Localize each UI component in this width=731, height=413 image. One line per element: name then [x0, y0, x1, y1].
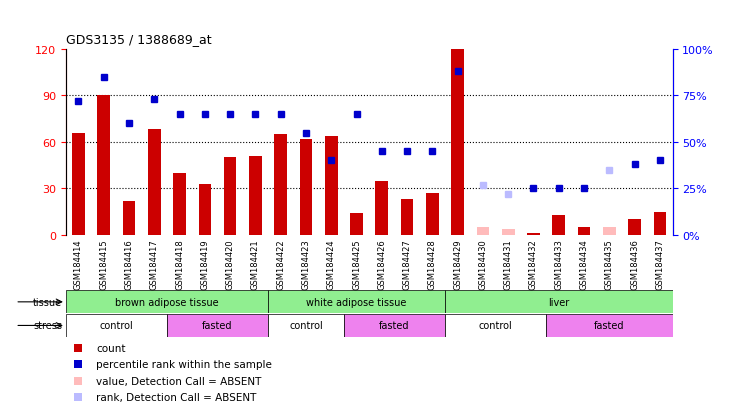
Bar — [628, 220, 641, 235]
Text: GSM184436: GSM184436 — [630, 239, 639, 290]
Bar — [654, 212, 666, 235]
Text: GSM184427: GSM184427 — [403, 239, 412, 290]
Bar — [577, 228, 591, 235]
Text: value, Detection Call = ABSENT: value, Detection Call = ABSENT — [96, 376, 262, 386]
Bar — [249, 157, 262, 235]
Bar — [268, 291, 445, 313]
Text: control: control — [479, 320, 512, 331]
Bar — [445, 314, 546, 337]
Bar — [66, 291, 268, 313]
Bar — [173, 173, 186, 235]
Text: GSM184424: GSM184424 — [327, 239, 336, 290]
Bar — [123, 202, 135, 235]
Bar — [477, 228, 489, 235]
Bar — [72, 133, 85, 235]
Bar — [66, 314, 167, 337]
Text: GSM184435: GSM184435 — [605, 239, 614, 290]
Text: fasted: fasted — [379, 320, 409, 331]
Text: control: control — [289, 320, 323, 331]
Bar — [325, 136, 338, 235]
Text: brown adipose tissue: brown adipose tissue — [115, 297, 219, 307]
Text: GSM184417: GSM184417 — [150, 239, 159, 290]
Text: GSM184437: GSM184437 — [656, 239, 664, 290]
Text: GSM184432: GSM184432 — [529, 239, 538, 290]
Bar — [401, 200, 414, 235]
Text: GSM184423: GSM184423 — [301, 239, 311, 290]
Bar — [426, 194, 439, 235]
Text: GSM184433: GSM184433 — [554, 239, 564, 290]
Bar — [199, 184, 211, 235]
Text: GSM184421: GSM184421 — [251, 239, 260, 290]
Text: fasted: fasted — [202, 320, 232, 331]
Bar — [527, 234, 539, 235]
Text: GSM184425: GSM184425 — [352, 239, 361, 290]
Text: GSM184431: GSM184431 — [504, 239, 512, 290]
Text: count: count — [96, 343, 126, 353]
Bar — [502, 229, 515, 235]
Bar — [553, 215, 565, 235]
Bar — [603, 228, 616, 235]
Bar — [148, 130, 161, 235]
Bar — [350, 214, 363, 235]
Text: GSM184428: GSM184428 — [428, 239, 437, 290]
Text: tissue: tissue — [33, 297, 62, 307]
Bar — [300, 140, 312, 235]
Text: white adipose tissue: white adipose tissue — [306, 297, 406, 307]
Text: GSM184416: GSM184416 — [124, 239, 134, 290]
Text: fasted: fasted — [594, 320, 624, 331]
Bar — [445, 291, 673, 313]
Bar — [451, 50, 464, 235]
Text: GSM184420: GSM184420 — [226, 239, 235, 290]
Text: GSM184434: GSM184434 — [580, 239, 588, 290]
Text: GSM184414: GSM184414 — [74, 239, 83, 290]
Text: liver: liver — [548, 297, 569, 307]
Bar — [546, 314, 673, 337]
Text: percentile rank within the sample: percentile rank within the sample — [96, 359, 272, 369]
Text: GSM184418: GSM184418 — [175, 239, 184, 290]
Bar — [224, 158, 236, 235]
Bar — [97, 96, 110, 235]
Bar — [274, 135, 287, 235]
Text: GDS3135 / 1388689_at: GDS3135 / 1388689_at — [66, 33, 211, 45]
Text: control: control — [99, 320, 133, 331]
Text: GSM184422: GSM184422 — [276, 239, 285, 290]
Bar — [344, 314, 445, 337]
Text: GSM184415: GSM184415 — [99, 239, 108, 290]
Text: rank, Detection Call = ABSENT: rank, Detection Call = ABSENT — [96, 392, 257, 402]
Text: GSM184430: GSM184430 — [478, 239, 488, 290]
Text: GSM184426: GSM184426 — [377, 239, 386, 290]
Text: GSM184419: GSM184419 — [200, 239, 209, 290]
Text: stress: stress — [33, 320, 62, 331]
Text: GSM184429: GSM184429 — [453, 239, 462, 290]
Bar — [268, 314, 344, 337]
Bar — [376, 181, 388, 235]
Bar — [167, 314, 268, 337]
